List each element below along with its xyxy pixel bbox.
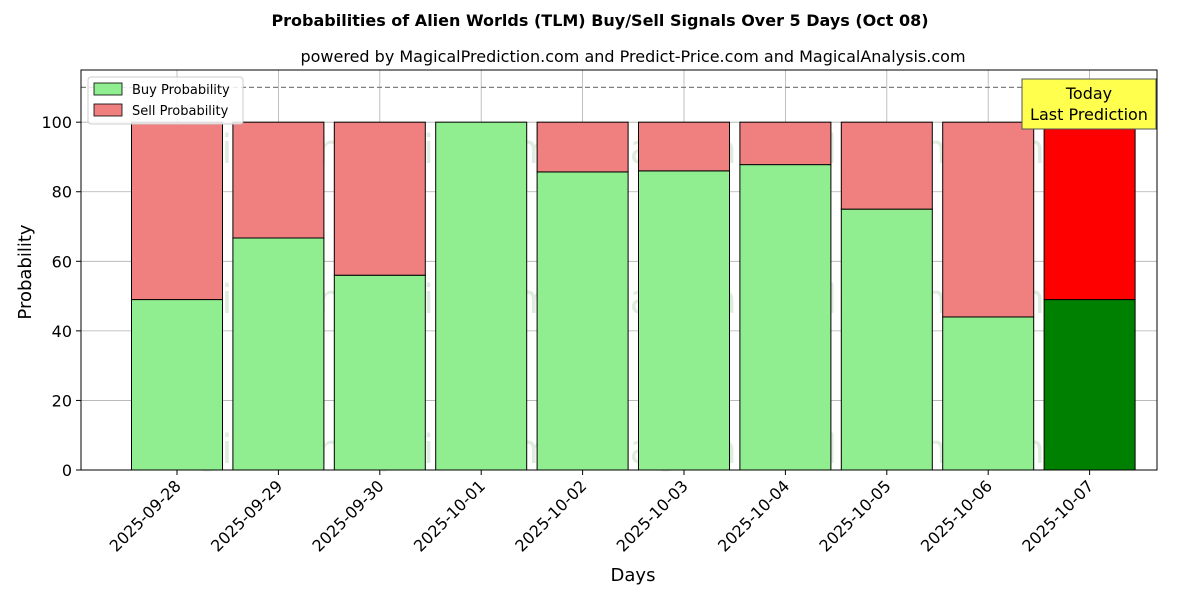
annotation-line1: Today xyxy=(1065,84,1112,103)
legend: Buy Probability Sell Probability xyxy=(87,76,244,125)
bar-buy xyxy=(131,299,223,471)
x-tick-label: 2025-10-06 xyxy=(917,476,996,555)
bar-buy xyxy=(739,164,832,471)
bar-buy xyxy=(333,274,426,471)
bars xyxy=(131,121,1136,471)
legend-box xyxy=(87,76,244,125)
bar-sell xyxy=(840,121,933,210)
bar-sell xyxy=(536,121,629,173)
bar-sell xyxy=(131,121,223,301)
plot-frame xyxy=(80,69,1158,471)
bar-buy xyxy=(840,208,933,471)
bar-buy xyxy=(536,171,629,471)
x-tick-label: 2025-09-29 xyxy=(207,476,286,555)
bar-sell xyxy=(739,121,832,166)
x-tick-label: 2025-10-02 xyxy=(511,476,590,555)
legend-label-buy: Buy Probability xyxy=(132,83,230,98)
y-axis: 0 20 40 60 80 100 xyxy=(41,113,81,480)
legend-swatch-sell xyxy=(93,103,123,117)
y-tick-label: 80 xyxy=(52,183,72,202)
bar-sell xyxy=(638,121,730,172)
annotation-box xyxy=(1021,78,1157,130)
x-tick-label: 2025-10-05 xyxy=(815,476,894,555)
bar-buy xyxy=(1043,299,1136,471)
bar-sell xyxy=(942,121,1035,318)
y-tick-label: 60 xyxy=(52,252,72,271)
bar-buy xyxy=(638,170,730,471)
y-tick-label: 100 xyxy=(41,113,72,132)
y-tick-label: 0 xyxy=(62,461,72,480)
x-tick-label: 2025-10-03 xyxy=(613,476,692,555)
chart-subtitle: powered by MagicalPrediction.com and Pre… xyxy=(300,47,965,66)
x-tick-label: 2025-10-01 xyxy=(410,476,489,555)
x-tick-label: 2025-10-07 xyxy=(1018,476,1097,555)
bar-buy xyxy=(435,121,528,471)
x-tick-label: 2025-09-28 xyxy=(106,476,185,555)
x-axis: 2025-09-28 2025-09-29 2025-09-30 2025-10-01… xyxy=(106,470,1097,556)
bar-sell xyxy=(333,121,426,276)
chart-title: Probabilities of Alien Worlds (TLM) Buy/… xyxy=(271,11,928,30)
bar-buy xyxy=(232,237,325,471)
bar-sell xyxy=(1043,121,1136,301)
x-axis-label: Days xyxy=(611,565,656,586)
x-tick-label: 2025-09-30 xyxy=(308,476,387,555)
legend-label-sell: Sell Probability xyxy=(132,104,229,119)
y-tick-label: 40 xyxy=(52,322,72,341)
x-tick-label: 2025-10-04 xyxy=(714,476,793,555)
y-tick-label: 20 xyxy=(52,391,72,410)
today-annotation: Today Last Prediction xyxy=(1021,78,1157,130)
y-axis-label: Probability xyxy=(15,224,36,319)
bar-sell xyxy=(232,121,325,239)
annotation-line2: Last Prediction xyxy=(1030,105,1148,124)
legend-swatch-buy xyxy=(93,82,123,96)
bar-buy xyxy=(942,316,1035,471)
